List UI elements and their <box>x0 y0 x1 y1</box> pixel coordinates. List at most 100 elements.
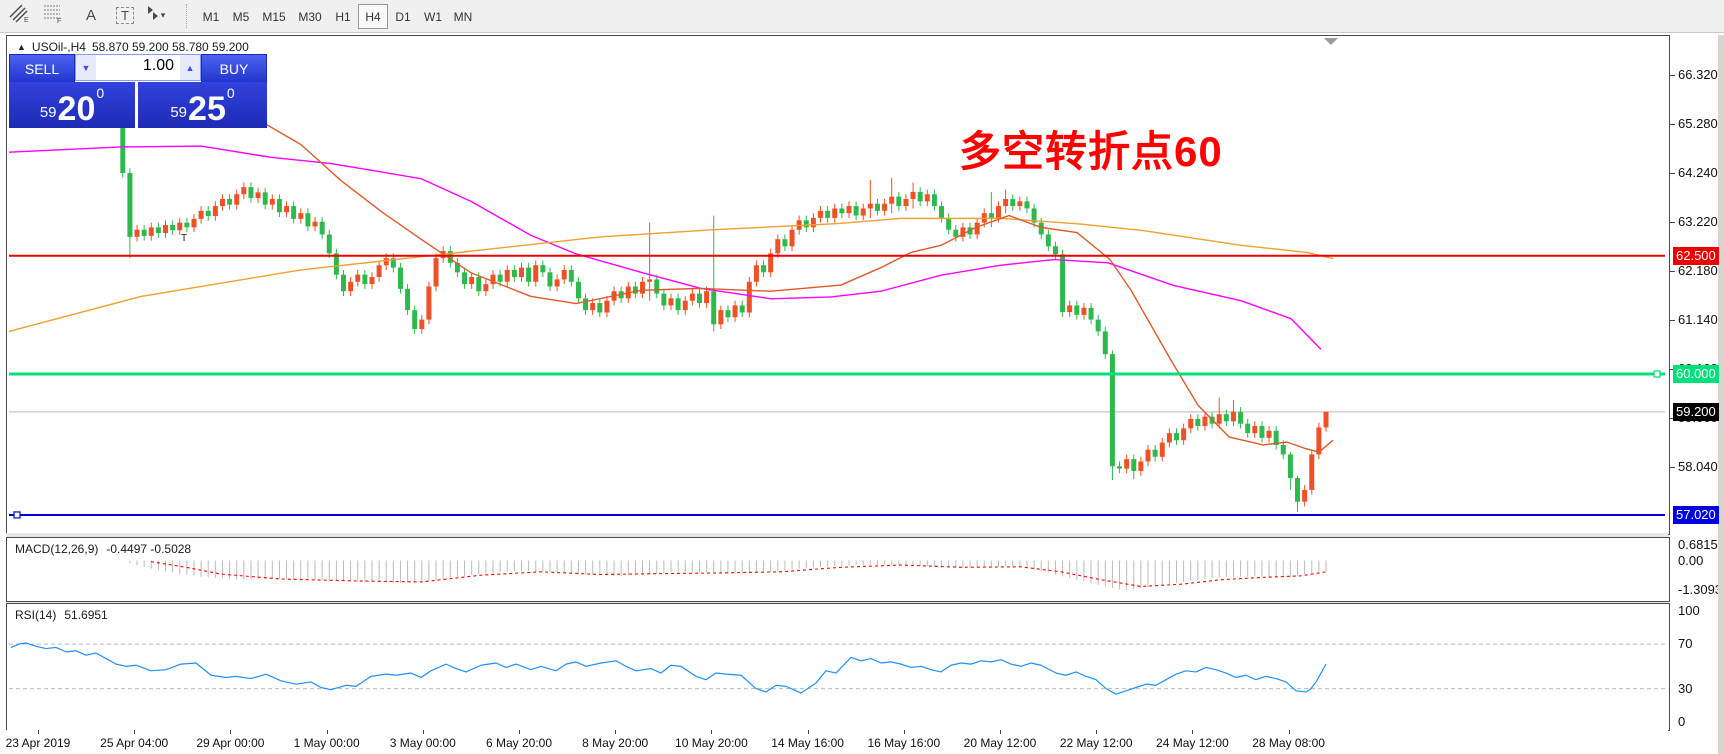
rsi-label: RSI(14) 51.6951 <box>15 608 108 622</box>
macd-label: MACD(12,26,9) -0.4497 -0.5028 <box>15 542 191 556</box>
time-tick-label: 1 May 00:00 <box>293 736 360 750</box>
chart-shift-marker[interactable] <box>1324 38 1338 45</box>
equidistant-channel-icon[interactable]: E <box>8 3 38 28</box>
price-chart-canvas: TT <box>8 85 1665 519</box>
text-icon[interactable]: A <box>76 3 106 28</box>
timeframe-h4[interactable]: H4 <box>358 4 388 29</box>
time-tick-label: 24 May 12:00 <box>1156 736 1229 750</box>
time-tick-label: 23 Apr 2019 <box>5 736 71 750</box>
price-badge-59.200: 59.200 <box>1673 402 1719 421</box>
timeframe-m30[interactable]: M30 <box>298 9 322 24</box>
text-label-icon[interactable]: T <box>110 3 140 28</box>
price-tick-mark <box>1670 173 1675 175</box>
svg-text:F: F <box>57 18 61 23</box>
rsi-splitter[interactable] <box>6 600 1668 604</box>
time-tick-mark <box>134 730 136 734</box>
price-tick-label: 65.280 <box>1678 116 1718 132</box>
macd-panel[interactable]: MACD(12,26,9) -0.4497 -0.5028 <box>6 537 1670 602</box>
buy-quote-button[interactable]: 59 25 0 <box>138 82 267 128</box>
price-tick-mark <box>1670 124 1675 126</box>
fibonacci-icon[interactable]: F <box>42 3 72 28</box>
window-edge <box>1718 35 1724 754</box>
support-line-handle[interactable] <box>13 511 21 519</box>
time-tick-label: 14 May 16:00 <box>771 736 844 750</box>
svg-text:E: E <box>24 17 29 23</box>
time-tick-mark <box>1000 730 1001 734</box>
time-tick-mark <box>615 730 617 734</box>
time-tick-label: 10 May 20:00 <box>675 736 748 750</box>
buy-button[interactable]: BUY <box>201 54 267 83</box>
text-label-icon-glyph: T <box>116 7 134 24</box>
time-tick-label: 25 Apr 04:00 <box>100 736 169 750</box>
price-tick-label: 63.220 <box>1678 213 1718 229</box>
time-axis[interactable]: 23 Apr 2019 25 Apr 04:00 29 Apr 00:00 1 May… <box>6 730 1668 754</box>
price-axis[interactable]: 66.32065.28064.24063.22062.18061.14060.1… <box>1670 35 1722 729</box>
buy-price-prefix: 59 <box>170 104 188 121</box>
sell-quote-button[interactable]: 59 20 0 <box>9 82 135 128</box>
time-tick-label: 3 May 00:00 <box>389 736 456 750</box>
time-tick-mark <box>807 730 809 734</box>
time-tick-mark <box>38 730 39 734</box>
time-tick-label: 6 May 20:00 <box>485 736 553 750</box>
timeframe-mn[interactable]: MN <box>453 9 473 24</box>
macd-canvas <box>122 560 1327 590</box>
volume-spinner: ▼ 1.00 ▲ <box>75 54 201 81</box>
chart-annotation-text: 多空转折点60 <box>959 128 1223 175</box>
toolbar: E F A T ▾ M1 M5 M15 M30 H1 H4 D1 W1 MN <box>0 0 1724 33</box>
time-tick-label: 29 Apr 00:00 <box>196 736 265 750</box>
buy-price-sup: 0 <box>226 85 235 101</box>
chart-title: ▲ USOil-,H4 58.870 59.200 58.780 59.200 <box>17 40 249 54</box>
timeframe-m15[interactable]: M15 <box>262 9 286 24</box>
arrows-icon[interactable]: ▾ <box>144 3 180 28</box>
volume-decrease-button[interactable]: ▼ <box>76 55 96 80</box>
sell-price-big: 20 <box>57 90 96 128</box>
time-tick-mark <box>1288 730 1290 734</box>
text-icon-glyph: A <box>85 7 96 24</box>
time-tick-label: 16 May 16:00 <box>867 736 941 750</box>
price-tick-mark <box>1670 75 1675 77</box>
ma-slow-gold <box>8 217 1334 333</box>
sell-price-prefix: 59 <box>39 104 57 121</box>
price-tick-mark <box>1670 369 1675 371</box>
ma-mid-magenta <box>8 145 1322 350</box>
rsi-axis-label: 30 <box>1678 680 1693 696</box>
volume-input[interactable]: 1.00 <box>142 57 174 74</box>
rsi-value: 51.6951 <box>64 608 108 622</box>
time-tick-label: 8 May 20:00 <box>582 736 649 750</box>
price-tick-label: 61.140 <box>1678 312 1718 328</box>
pivot-line-handle[interactable] <box>1653 370 1661 378</box>
price-badge-57.020: 57.020 <box>1673 505 1719 524</box>
timeframe-d1[interactable]: D1 <box>395 9 411 24</box>
macd-values: -0.4497 -0.5028 <box>106 542 192 556</box>
rsi-panel[interactable]: RSI(14) 51.6951 <box>6 603 1670 731</box>
sell-button[interactable]: SELL <box>9 54 75 83</box>
time-tick-label: 28 May 08:00 <box>1252 736 1325 750</box>
time-tick-mark <box>422 730 424 734</box>
one-click-trade-panel: SELL ▼ 1.00 ▲ BUY 59 20 0 59 25 0 <box>9 54 267 128</box>
price-tick-mark <box>1670 466 1675 468</box>
collapse-trade-panel-icon[interactable]: ▲ <box>17 42 26 52</box>
price-tick-mark <box>1670 221 1675 223</box>
timeframe-h1[interactable]: H1 <box>335 9 351 24</box>
rsi-axis-label: 100 <box>1678 602 1700 618</box>
price-tick-label: 62.180 <box>1678 262 1718 278</box>
price-tick-mark <box>1670 320 1675 322</box>
buy-price-big: 25 <box>188 90 226 128</box>
time-tick-mark <box>711 730 713 734</box>
timeframe-m5[interactable]: M5 <box>232 9 250 24</box>
time-tick-mark <box>1192 730 1194 734</box>
macd-axis-label: 0.6815 <box>1678 537 1718 553</box>
price-tick-label: 66.320 <box>1678 67 1718 83</box>
volume-increase-button[interactable]: ▲ <box>180 55 200 80</box>
sell-price-sup: 0 <box>96 85 105 101</box>
rsi-axis-label: 70 <box>1678 636 1693 652</box>
rsi-line <box>10 642 1327 695</box>
main-chart-panel[interactable]: ▲ USOil-,H4 58.870 59.200 58.780 59.200 … <box>6 35 1670 535</box>
dropdown-caret-icon: ▾ <box>160 10 166 20</box>
timeframe-m1[interactable]: M1 <box>202 9 220 24</box>
ma-fast-red <box>265 123 1334 453</box>
timeframe-w1[interactable]: W1 <box>424 9 442 24</box>
macd-axis-label: 0.00 <box>1678 552 1704 568</box>
macd-splitter[interactable] <box>6 533 1668 537</box>
